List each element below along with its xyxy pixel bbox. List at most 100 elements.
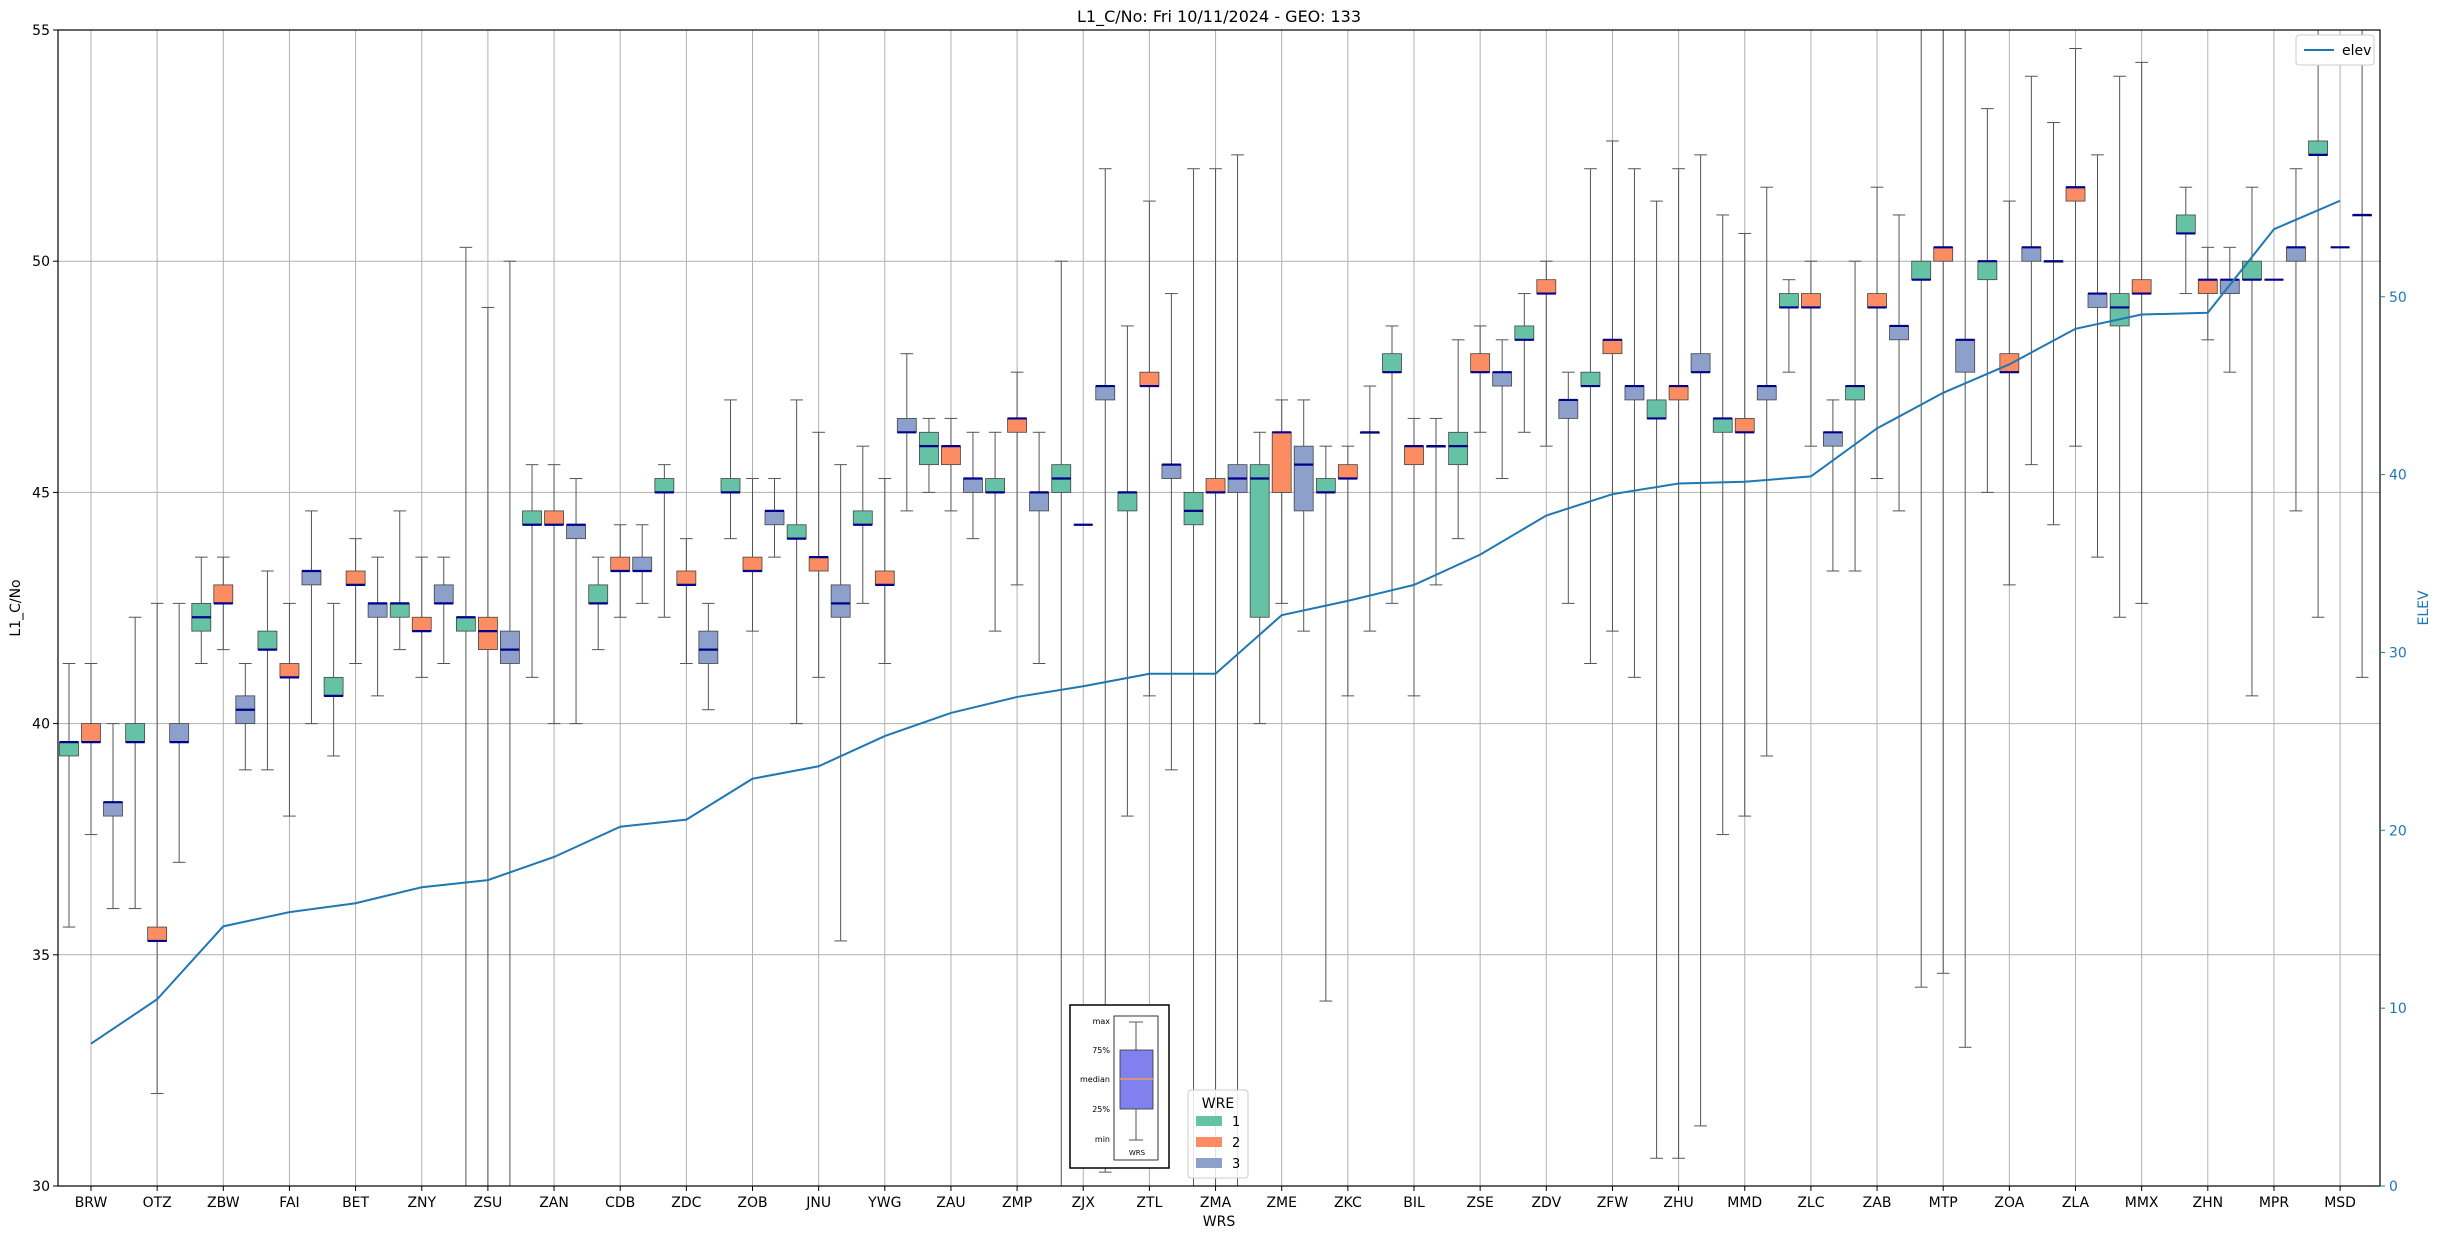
x-tick-label: ZSE [1466,1195,1493,1211]
x-tick-label: BET [342,1195,369,1211]
box-wre-3 [1889,325,1909,341]
box-wre-3 [963,478,983,493]
x-tick-label: ZJX [1072,1195,1096,1211]
box-wre-1 [455,616,476,632]
x-axis-label: WRS [1203,1214,1236,1230]
wre-legend: WRE 1 2 3 [1187,1089,1249,1179]
wre-legend-swatch-1 [1196,1116,1222,1126]
box-wre-3 [1624,385,1645,401]
x-tick-label: OTZ [143,1195,172,1211]
box-wre-2 [1933,246,1954,262]
wre-legend-label-2: 2 [1232,1136,1240,1151]
elev-line [90,199,2341,1045]
box-wre-3 [896,418,917,433]
x-tick-label: ZNY [407,1195,436,1211]
box-wre-1 [985,478,1005,493]
x-tick-label: ZLA [2062,1195,2090,1211]
x-tick-label: ZAU [936,1195,965,1211]
box-wre-2 [2197,279,2218,294]
box-wre-2 [1007,418,1027,433]
x-tick-label: ZKC [1334,1195,1362,1211]
box-wre-1 [1315,478,1336,493]
box-wre-2 [1139,371,1160,387]
box-wre-3 [103,801,123,817]
box-wre-1 [1514,325,1535,341]
y-axis: 30 35 40 45 50 55 [32,23,58,1195]
box-wre-2 [345,570,366,586]
x-tick-label: ZLC [1797,1195,1824,1211]
y-tick-label: 50 [32,254,50,270]
box-wre-2 [411,616,432,632]
box-wre-3 [1095,385,1116,401]
box-wre-2 [2131,279,2152,294]
wre-legend-label-3: 3 [1232,1157,1240,1172]
x-tick-label: MMX [2125,1195,2159,1211]
box-wre-2 [742,556,763,572]
box-wre-3 [632,556,653,572]
y2-axis: 0 10 20 30 40 50 [2380,290,2407,1195]
box-wre-3 [499,630,520,664]
x-tick-label: ZMP [1002,1195,1032,1211]
key-q75-label: 75% [1092,1046,1110,1055]
box-wre-3 [1161,464,1182,479]
box-wre-1 [59,741,79,757]
box-wre-1 [1249,464,1270,618]
box-wre-1 [323,676,344,697]
box-wre-2 [1801,293,1821,308]
y2-tick-label: 50 [2389,290,2407,306]
y2-tick-label: 0 [2389,1179,2398,1195]
box-wre-3 [764,510,785,526]
box-wre-3 [2087,293,2108,308]
box-wre-2 [1602,339,1623,355]
y2-axis-label: ELEV [2416,590,2432,625]
elev-legend: elev [2295,34,2375,66]
box-wre-1 [1779,293,1799,308]
y-tick-label: 45 [32,485,50,501]
x-tick-label: ZOB [737,1195,767,1211]
box-wre-2 [1668,385,1689,401]
box-wre-3 [566,524,586,540]
box-wre-1 [1712,418,1733,433]
y2-tick-label: 40 [2389,468,2407,484]
box-wre-2 [874,570,895,586]
x-tick-label: ZAB [1863,1195,1892,1211]
box-wre-2 [1999,353,2020,373]
box-wre-3 [1492,371,1513,387]
box-wre-2 [1470,353,1491,373]
x-axis: BRW OTZ ZBW FAI BET ZNY ZSU ZAN CDB ZDC ZOB JNU YWG Z… [75,1186,2356,1211]
wre-legend-title: WRE [1202,1096,1234,1112]
box-wre-3 [367,602,388,618]
x-tick-label: MSD [2324,1195,2356,1211]
x-tick-label: MPR [2259,1195,2290,1211]
x-tick-label: BRW [75,1195,108,1211]
box-wre-2 [676,570,697,586]
key-wrs-label: WRS [1129,1149,1146,1157]
x-tick-label: YWG [867,1195,901,1211]
box-wre-3 [169,723,190,743]
box-wre-1 [2308,140,2329,156]
box-wre-2 [213,584,234,604]
box-wre-3 [1756,385,1777,401]
x-tick-label: ZHU [1663,1195,1693,1211]
box-wre-1 [1117,491,1138,512]
box-series [59,30,2373,1186]
key-q25-label: 25% [1092,1105,1110,1114]
box-wre-1 [1580,371,1601,387]
y-tick-label: 55 [32,23,50,39]
box-wre-1 [1183,491,1204,526]
key-median-label: median [1080,1075,1110,1084]
box-wre-3 [1823,431,1843,447]
box-wre-1 [522,510,542,526]
box-wre-3 [2021,246,2042,262]
wre-legend-swatch-2 [1196,1137,1222,1147]
box-wre-1 [720,478,741,493]
box-wre-3 [698,630,719,664]
box-wre-1 [389,602,410,618]
y-tick-label: 40 [32,717,50,733]
x-tick-label: ZSU [474,1195,503,1211]
box-wre-2 [1867,293,1887,308]
box-wre-3 [1293,445,1314,512]
box-wre-2 [1536,279,1557,294]
boxplot-key-inset: max 75% median 25% min WRS [1069,1004,1170,1169]
